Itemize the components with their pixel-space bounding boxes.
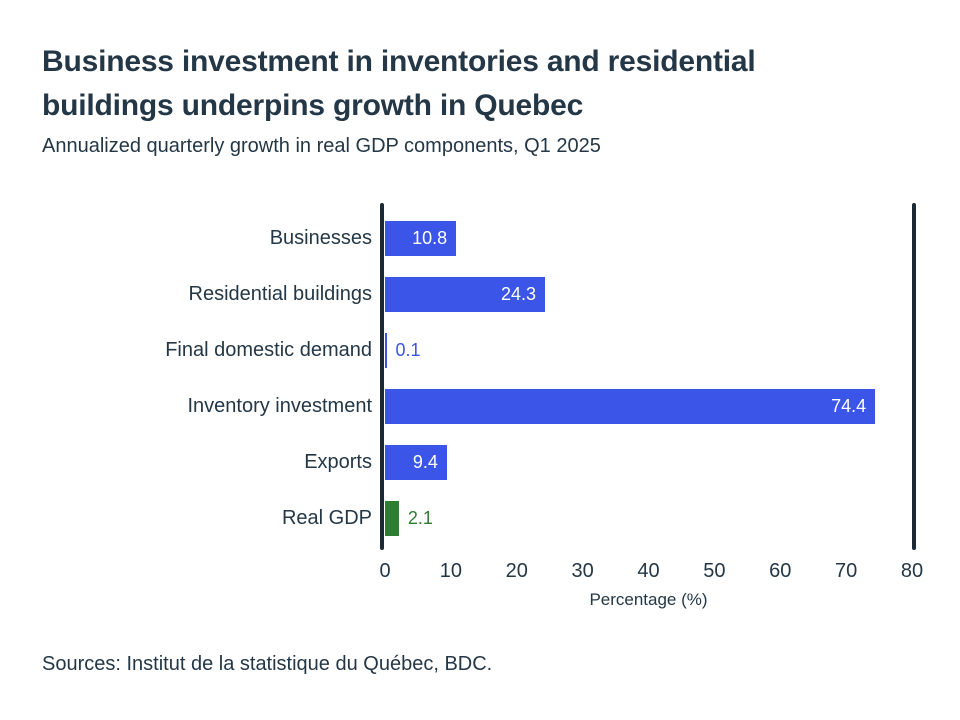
category-label-real-gdp: Real GDP xyxy=(281,507,372,529)
right-boundary-line xyxy=(912,203,916,550)
category-label-exports: Exports xyxy=(304,451,372,473)
x-tick-10: 10 xyxy=(439,560,462,582)
chart-subtitle: Annualized quarterly growth in real GDP … xyxy=(42,135,601,157)
bar-exports: 9.4 xyxy=(385,445,447,480)
category-label-residential-buildings: Residential buildings xyxy=(188,283,372,305)
x-tick-80: 80 xyxy=(900,560,924,582)
x-axis-label: Percentage (%) xyxy=(589,590,708,609)
bar-value-exports: 9.4 xyxy=(412,452,438,472)
bar-final-domestic-demand xyxy=(385,333,387,368)
bar-value-final-domestic-demand: 0.1 xyxy=(395,340,421,360)
x-tick-50: 50 xyxy=(703,560,726,582)
x-tick-20: 20 xyxy=(505,560,528,582)
bar-real-gdp xyxy=(385,501,399,536)
bar-value-inventory-investment: 74.4 xyxy=(831,396,867,416)
source-note: Sources: Institut de la statistique du Q… xyxy=(42,653,493,675)
chart-title: Business investment in inventories and r… xyxy=(42,45,756,122)
bar-businesses: 10.8 xyxy=(385,221,457,256)
x-tick-30: 30 xyxy=(571,560,594,582)
plot-area: 10.8 24.3 0.1 74.4 9.4 2.1 xyxy=(380,203,916,550)
bar-value-residential-buildings: 24.3 xyxy=(501,284,537,304)
x-tick-60: 60 xyxy=(769,560,792,582)
x-tick-70: 70 xyxy=(835,560,858,582)
category-label-businesses: Businesses xyxy=(269,227,372,249)
category-label-inventory-investment: Inventory investment xyxy=(187,395,372,417)
bar-inventory-investment: 74.4 xyxy=(385,389,876,424)
x-tick-40: 40 xyxy=(637,560,660,582)
category-label-final-domestic-demand: Final domestic demand xyxy=(165,339,372,361)
y-axis-line xyxy=(380,203,384,550)
x-tick-0: 0 xyxy=(379,560,391,582)
x-axis-ticks: 0 10 20 30 40 50 60 70 80 xyxy=(379,560,923,584)
bar-value-real-gdp: 2.1 xyxy=(407,508,433,528)
bar-value-businesses: 10.8 xyxy=(412,228,448,248)
bar-residential-buildings: 24.3 xyxy=(385,277,546,312)
